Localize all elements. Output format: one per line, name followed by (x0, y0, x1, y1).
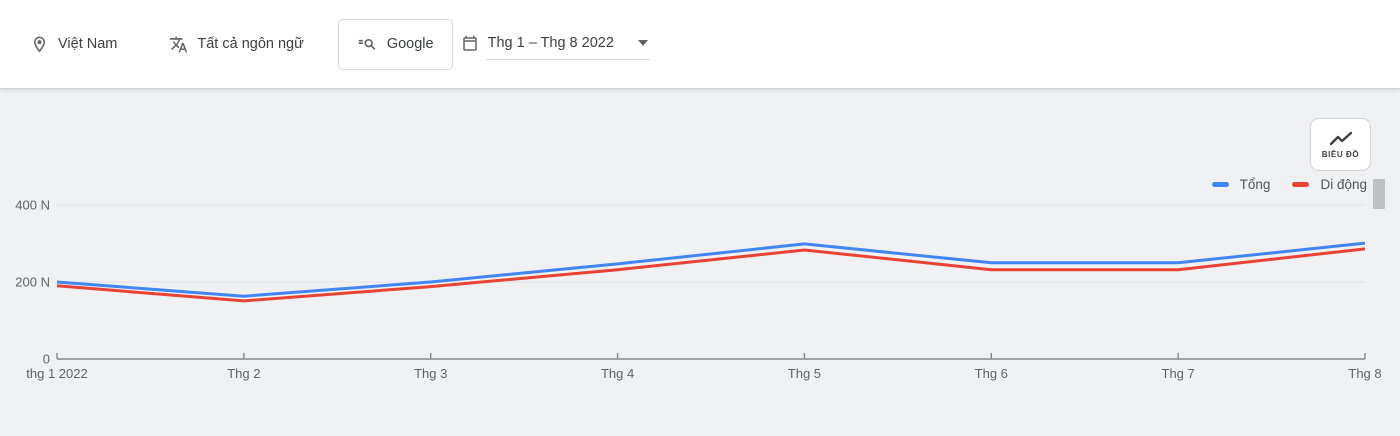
x-tick-label: Thg 7 (1162, 366, 1195, 381)
trends-chart-panel: 0 200 N 400 N thg 1 2022 Thg 2 Thg 3 Thg 4 Thg … (0, 89, 1400, 436)
line-chart: 0 200 N 400 N thg 1 2022 Thg 2 Thg 3 Thg 4 Thg … (15, 198, 1381, 382)
line-chart-icon (1329, 131, 1353, 147)
y-tick-label: 400 N (15, 198, 50, 213)
translate-icon (169, 35, 188, 54)
location-filter[interactable]: Việt Nam (30, 35, 117, 54)
search-source-selector[interactable]: Google (337, 18, 453, 70)
legend-item-total: Tổng (1211, 177, 1271, 192)
legend-item-mobile: Di động (1292, 177, 1367, 192)
date-range-selector[interactable]: Thg 1 – Thg 8 2022 (461, 29, 650, 60)
y-tick-label: 0 (43, 352, 50, 367)
chart-type-button-label: BIỂU ĐỒ (1321, 149, 1360, 159)
legend-label-mobile: Di động (1320, 177, 1367, 192)
x-tick-label: Thg 2 (227, 366, 260, 381)
series-line-mobile (56, 247, 1366, 303)
x-tick-label: Thg 4 (601, 366, 634, 381)
legend-swatch-total (1211, 182, 1229, 187)
x-tick-label: Thg 3 (414, 366, 447, 381)
language-label: Tất cả ngôn ngữ (197, 36, 304, 52)
series-line-total (56, 241, 1366, 298)
chevron-down-icon (637, 39, 648, 46)
date-range-value-wrap: Thg 1 – Thg 8 2022 (485, 29, 650, 60)
x-tick-label: Thg 8 (1348, 366, 1381, 381)
legend-label-total: Tổng (1239, 177, 1271, 192)
legend-swatch-mobile (1292, 182, 1310, 187)
location-pin-icon (30, 35, 49, 54)
x-tick-label: Thg 5 (788, 366, 821, 381)
search-list-icon (357, 34, 377, 54)
scrollbar-thumb[interactable] (1373, 179, 1385, 209)
chart-legend: Tổng Di động (1211, 177, 1367, 192)
location-label: Việt Nam (58, 36, 118, 52)
x-tick-label: thg 1 2022 (26, 366, 87, 381)
y-tick-label: 200 N (15, 275, 50, 290)
source-label: Google (386, 36, 434, 52)
calendar-icon (461, 35, 479, 53)
chart-type-button[interactable]: BIỂU ĐỒ (1310, 118, 1371, 171)
x-tick-label: Thg 6 (975, 366, 1008, 381)
date-range-label: Thg 1 – Thg 8 2022 (487, 34, 614, 51)
language-filter[interactable]: Tất cả ngôn ngữ (169, 35, 304, 54)
filter-toolbar: Việt Nam Tất cả ngôn ngữ Google Thg 1 – … (0, 0, 1400, 89)
